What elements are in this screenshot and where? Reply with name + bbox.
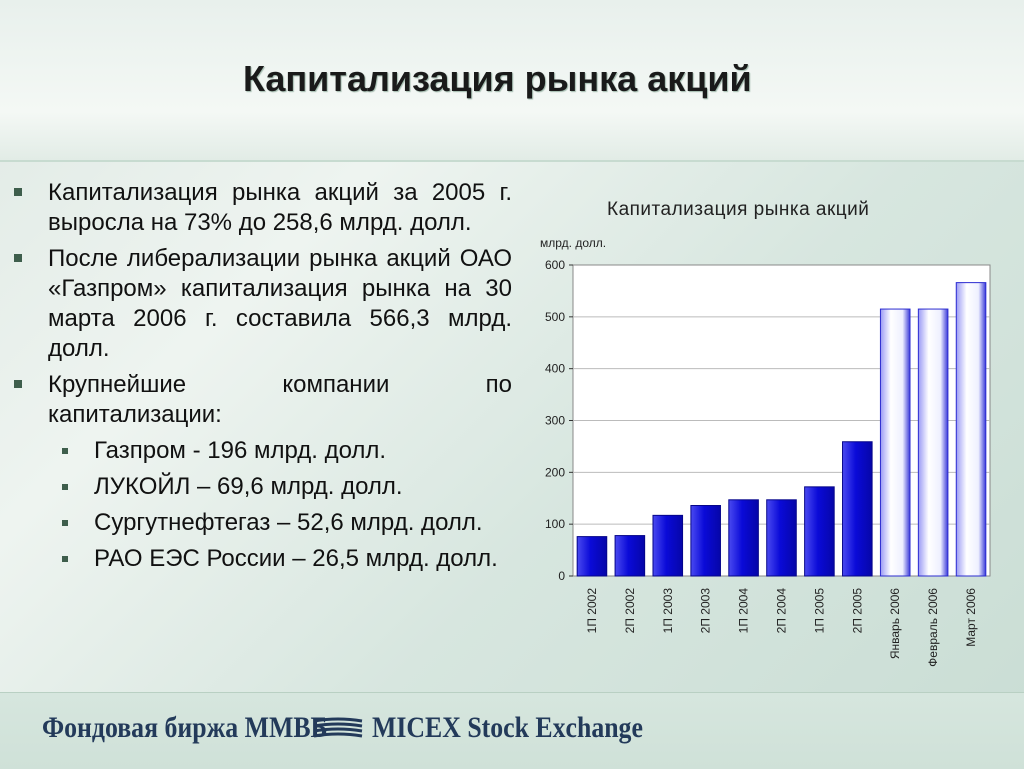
x-tick-label: 2П 2002 [623, 588, 637, 634]
header-band [0, 0, 1024, 162]
y-tick-label: 0 [558, 569, 565, 583]
bullet-item: После либерализации рынка акций ОАО «Газ… [12, 244, 512, 364]
bullet-item: Капитализация рынка акций за 2005 г. выр… [12, 178, 512, 238]
square-bullet-icon [62, 520, 68, 526]
bar-chart: 0 100 200 300 400 500 600 1П 2002 2П 2002 1П 2003… [545, 258, 991, 667]
bar [917, 308, 949, 577]
y-axis-unit-label: млрд. долл. [540, 236, 607, 250]
x-tick-label: Февраль 2006 [926, 588, 940, 667]
y-tick-label: 400 [545, 362, 565, 376]
x-tick-label: 1П 2002 [585, 588, 599, 634]
bullet-text: Крупнейшие компании по капитализации: [48, 371, 512, 428]
chart-panel: Капитализация рынка акций млрд. долл. 0 1… [520, 185, 1015, 705]
bullet-item: Крупнейшие компании по капитализации: [12, 370, 512, 430]
bar [804, 486, 835, 577]
y-tick-label: 300 [545, 414, 565, 428]
x-tick-label: 1П 2003 [661, 588, 675, 634]
bar [652, 514, 684, 577]
bar [576, 536, 608, 577]
sub-bullet-item: Газпром - 196 млрд. долл. [12, 436, 512, 466]
x-tick-label: 2П 2004 [775, 588, 789, 634]
footer-brand-en: MICEX Stock Exchange [372, 711, 643, 744]
bullet-list: Капитализация рынка акций за 2005 г. выр… [12, 178, 512, 580]
square-bullet-icon [62, 484, 68, 490]
y-tick-label: 200 [545, 465, 565, 479]
y-tick-label: 100 [545, 517, 565, 531]
bullet-text: Капитализация рынка акций за 2005 г. выр… [48, 179, 512, 236]
x-tick-label: 2П 2005 [850, 588, 864, 634]
sub-bullet-text: РАО ЕЭС России – 26,5 млрд. долл. [94, 545, 498, 572]
x-tick-label: 1П 2005 [812, 588, 826, 634]
sub-bullet-item: ЛУКОЙЛ – 69,6 млрд. долл. [12, 472, 512, 502]
bar [879, 308, 911, 577]
sub-bullet-item: Сургутнефтегаз – 52,6 млрд. долл. [12, 508, 512, 538]
slide-title: Капитализация рынка акций [243, 58, 752, 99]
sub-bullet-item: РАО ЕЭС России – 26,5 млрд. долл. [12, 544, 512, 574]
micex-logo-icon [312, 715, 364, 748]
bar [690, 505, 721, 577]
bar [728, 499, 759, 577]
y-tick-label: 500 [545, 310, 565, 324]
square-bullet-icon [14, 188, 22, 196]
sub-bullet-text: Сургутнефтегаз – 52,6 млрд. долл. [94, 509, 483, 536]
square-bullet-icon [62, 556, 68, 562]
y-tick-label: 600 [545, 258, 565, 272]
square-bullet-icon [14, 380, 22, 388]
bar [955, 282, 987, 577]
bar [614, 535, 646, 577]
bar [766, 499, 797, 577]
x-tick-label: Январь 2006 [888, 588, 902, 659]
square-bullet-icon [62, 448, 68, 454]
x-tick-label: 2П 2003 [699, 588, 713, 634]
square-bullet-icon [14, 254, 22, 262]
bullet-text: После либерализации рынка акций ОАО «Газ… [48, 245, 512, 362]
sub-bullet-text: Газпром - 196 млрд. долл. [94, 437, 387, 464]
x-tick-label: 1П 2004 [737, 588, 751, 634]
sub-bullet-text: ЛУКОЙЛ – 69,6 млрд. долл. [94, 473, 403, 500]
bar [842, 441, 873, 577]
footer-brand-ru: Фондовая биржа ММВБ [42, 711, 328, 744]
x-tick-label: Март 2006 [964, 588, 978, 647]
chart-title: Капитализация рынка акций [607, 199, 870, 220]
footer: Фондовая биржа ММВБ MICEX Stock Exchange [0, 692, 1024, 769]
